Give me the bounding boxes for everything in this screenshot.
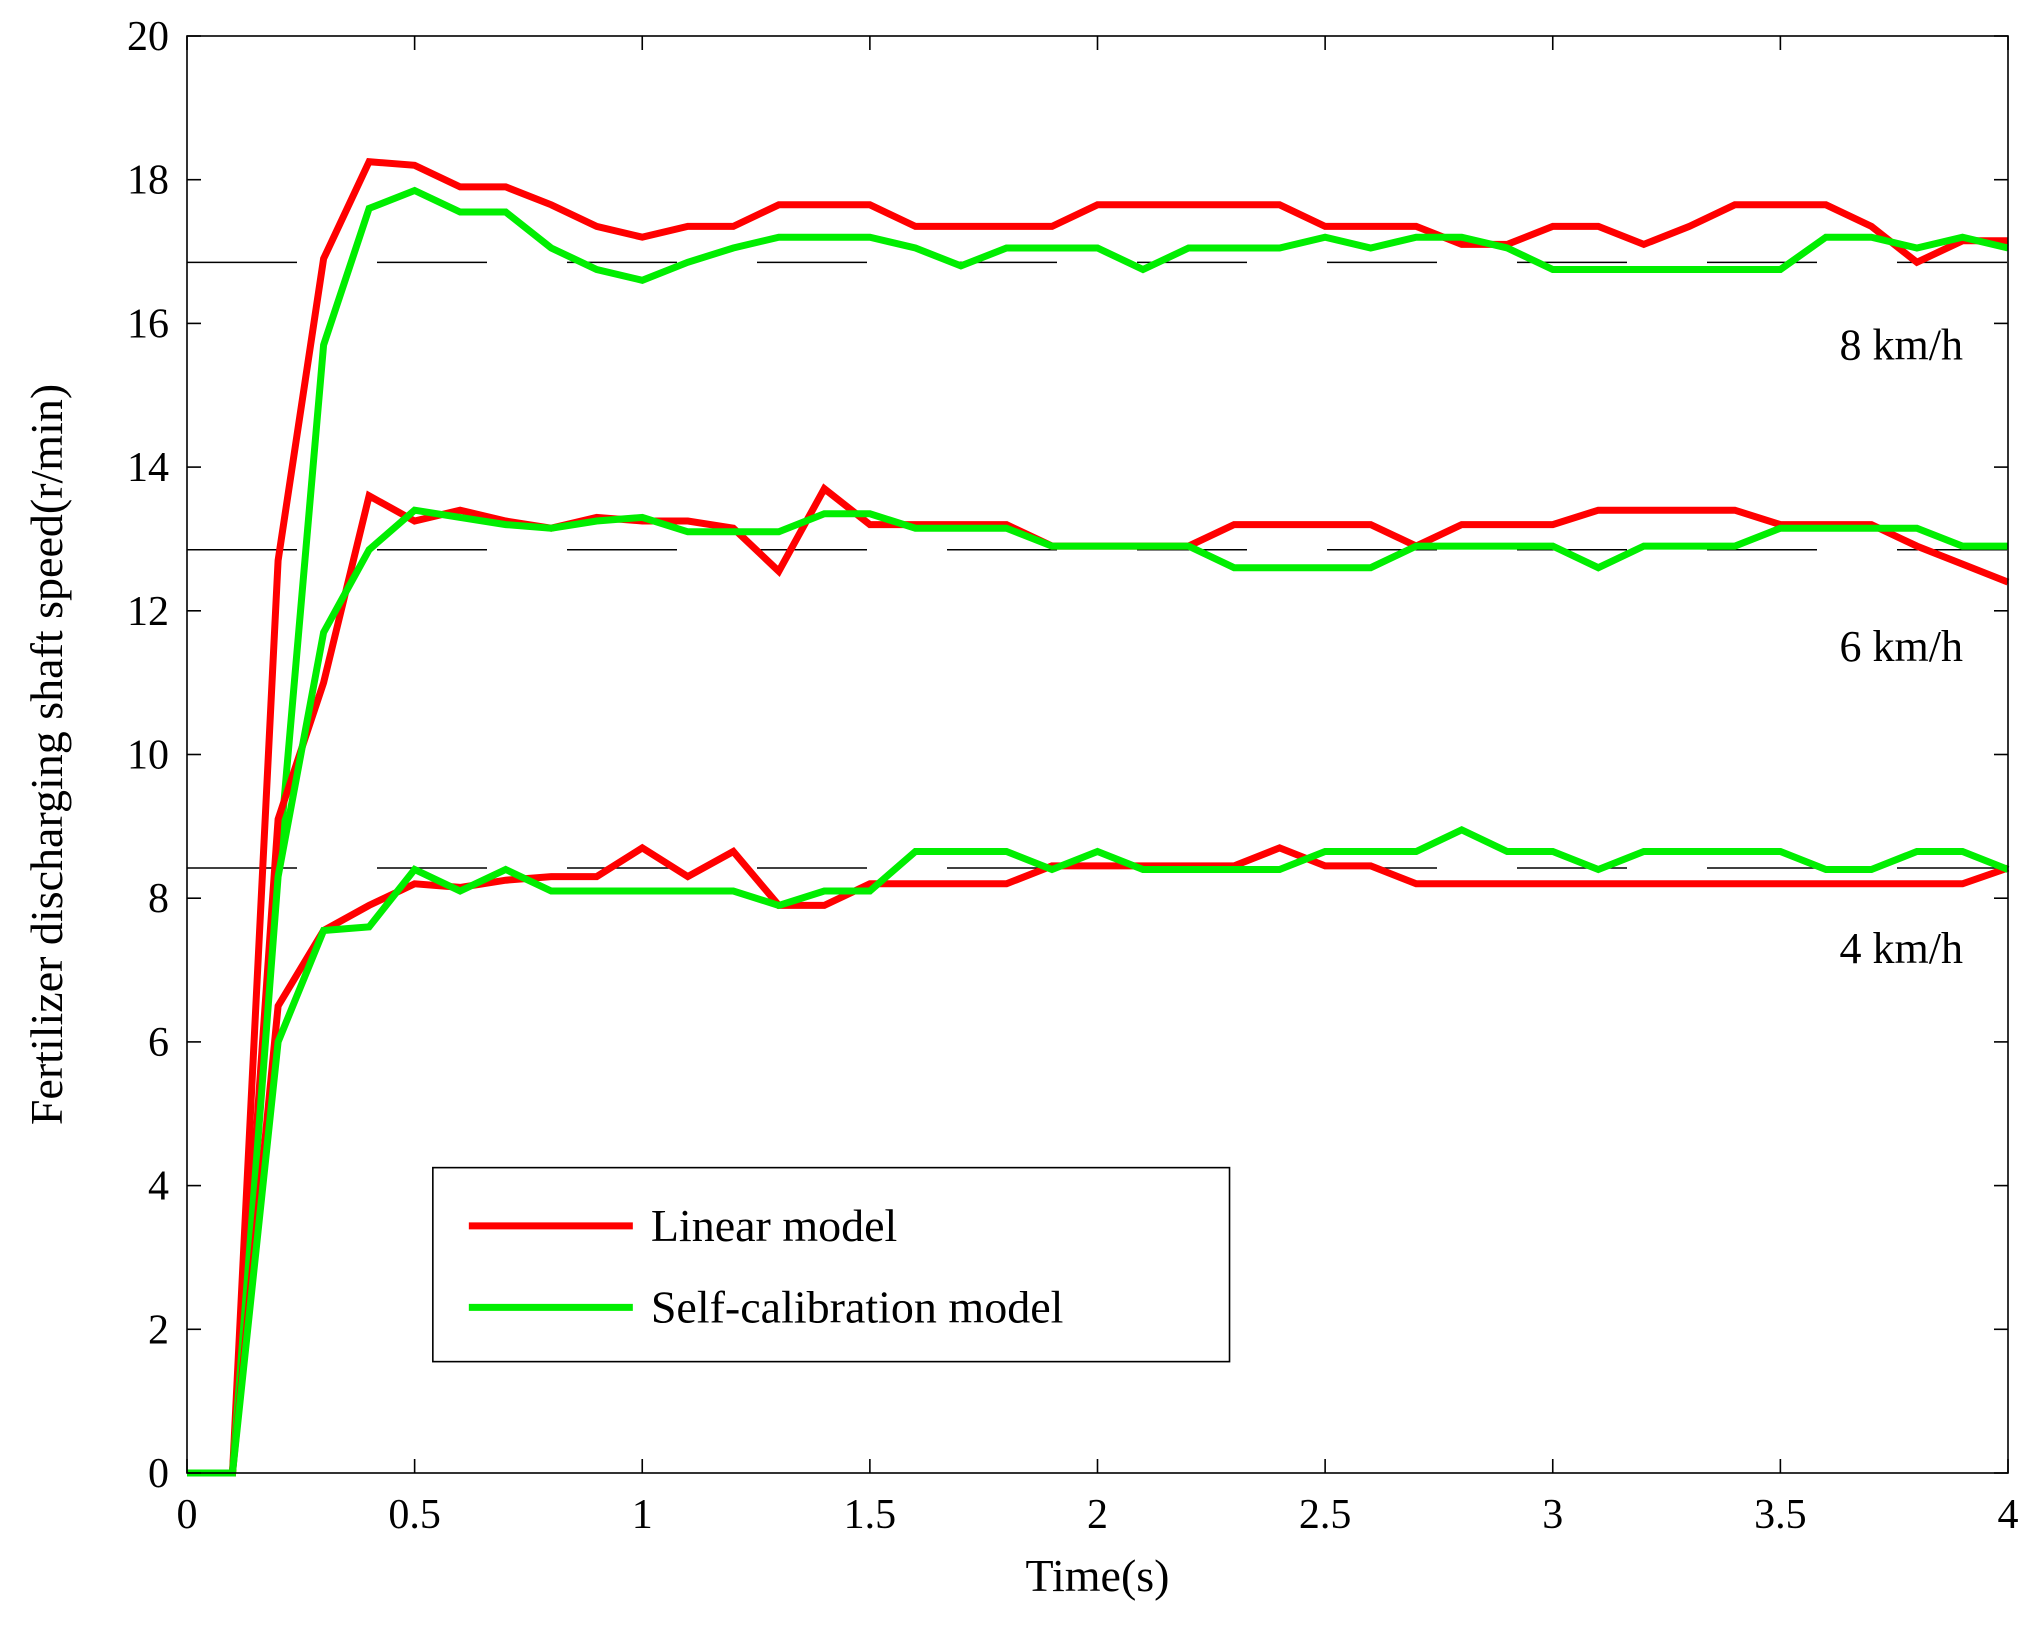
y-tick-label: 14 xyxy=(127,445,169,491)
x-tick-label: 3 xyxy=(1542,1492,1563,1538)
y-tick-label: 20 xyxy=(127,14,169,60)
series-lines xyxy=(187,158,2010,1477)
x-tick-label: 1.5 xyxy=(844,1492,897,1538)
legend-label: Linear model xyxy=(651,1200,898,1251)
legend-label: Self-calibration model xyxy=(651,1281,1064,1332)
series-line-self-calibration-model-6-km-h xyxy=(187,506,2008,1477)
y-tick-label: 16 xyxy=(127,301,169,347)
y-tick-label: 10 xyxy=(127,733,169,779)
legend-box xyxy=(432,1166,1231,1363)
y-tick-label: 12 xyxy=(127,589,169,635)
axis-ticks xyxy=(186,35,2009,1474)
x-tick-label: 0.5 xyxy=(388,1492,441,1538)
y-tick-label: 6 xyxy=(148,1020,169,1066)
y-tick-label: 4 xyxy=(148,1164,169,1210)
legend: Linear model Self-calibration model xyxy=(432,1166,1231,1363)
speed-label: 6 km/h xyxy=(1840,622,1963,671)
y-tick-label: 0 xyxy=(148,1451,169,1497)
x-tick-label: 2 xyxy=(1087,1492,1108,1538)
series-line-linear-model-8-km-h xyxy=(187,158,2008,1477)
series-line-self-calibration-model-8-km-h xyxy=(187,186,2009,1477)
speed-label: 8 km/h xyxy=(1840,320,1963,369)
y-tick-labels: 0 2 4 6 8 10 12 14 16 18 20 xyxy=(127,14,169,1497)
y-tick-label: 18 xyxy=(127,158,169,204)
x-tick-label: 0 xyxy=(177,1492,198,1538)
y-tick-label: 2 xyxy=(148,1307,169,1353)
series-line-linear-model-4-km-h xyxy=(187,843,2010,1477)
series-line-self-calibration-model-4-km-h xyxy=(187,826,2010,1477)
x-tick-label: 1 xyxy=(632,1492,653,1538)
y-axis-title: Fertilizer discharging shaft speed(r/min… xyxy=(21,384,72,1125)
x-tick-labels: 0 0.5 1 1.5 2 2.5 3 3.5 4 xyxy=(177,1492,2019,1538)
speed-annotations: 8 km/h 6 km/h 4 km/h xyxy=(1840,320,1963,973)
x-tick-label: 3.5 xyxy=(1754,1492,1807,1538)
x-axis-title: Time(s) xyxy=(1026,1550,1170,1601)
x-tick-label: 4 xyxy=(1998,1492,2019,1538)
x-tick-label: 2.5 xyxy=(1299,1492,1352,1538)
speed-label: 4 km/h xyxy=(1840,924,1963,973)
y-tick-label: 8 xyxy=(148,876,169,922)
